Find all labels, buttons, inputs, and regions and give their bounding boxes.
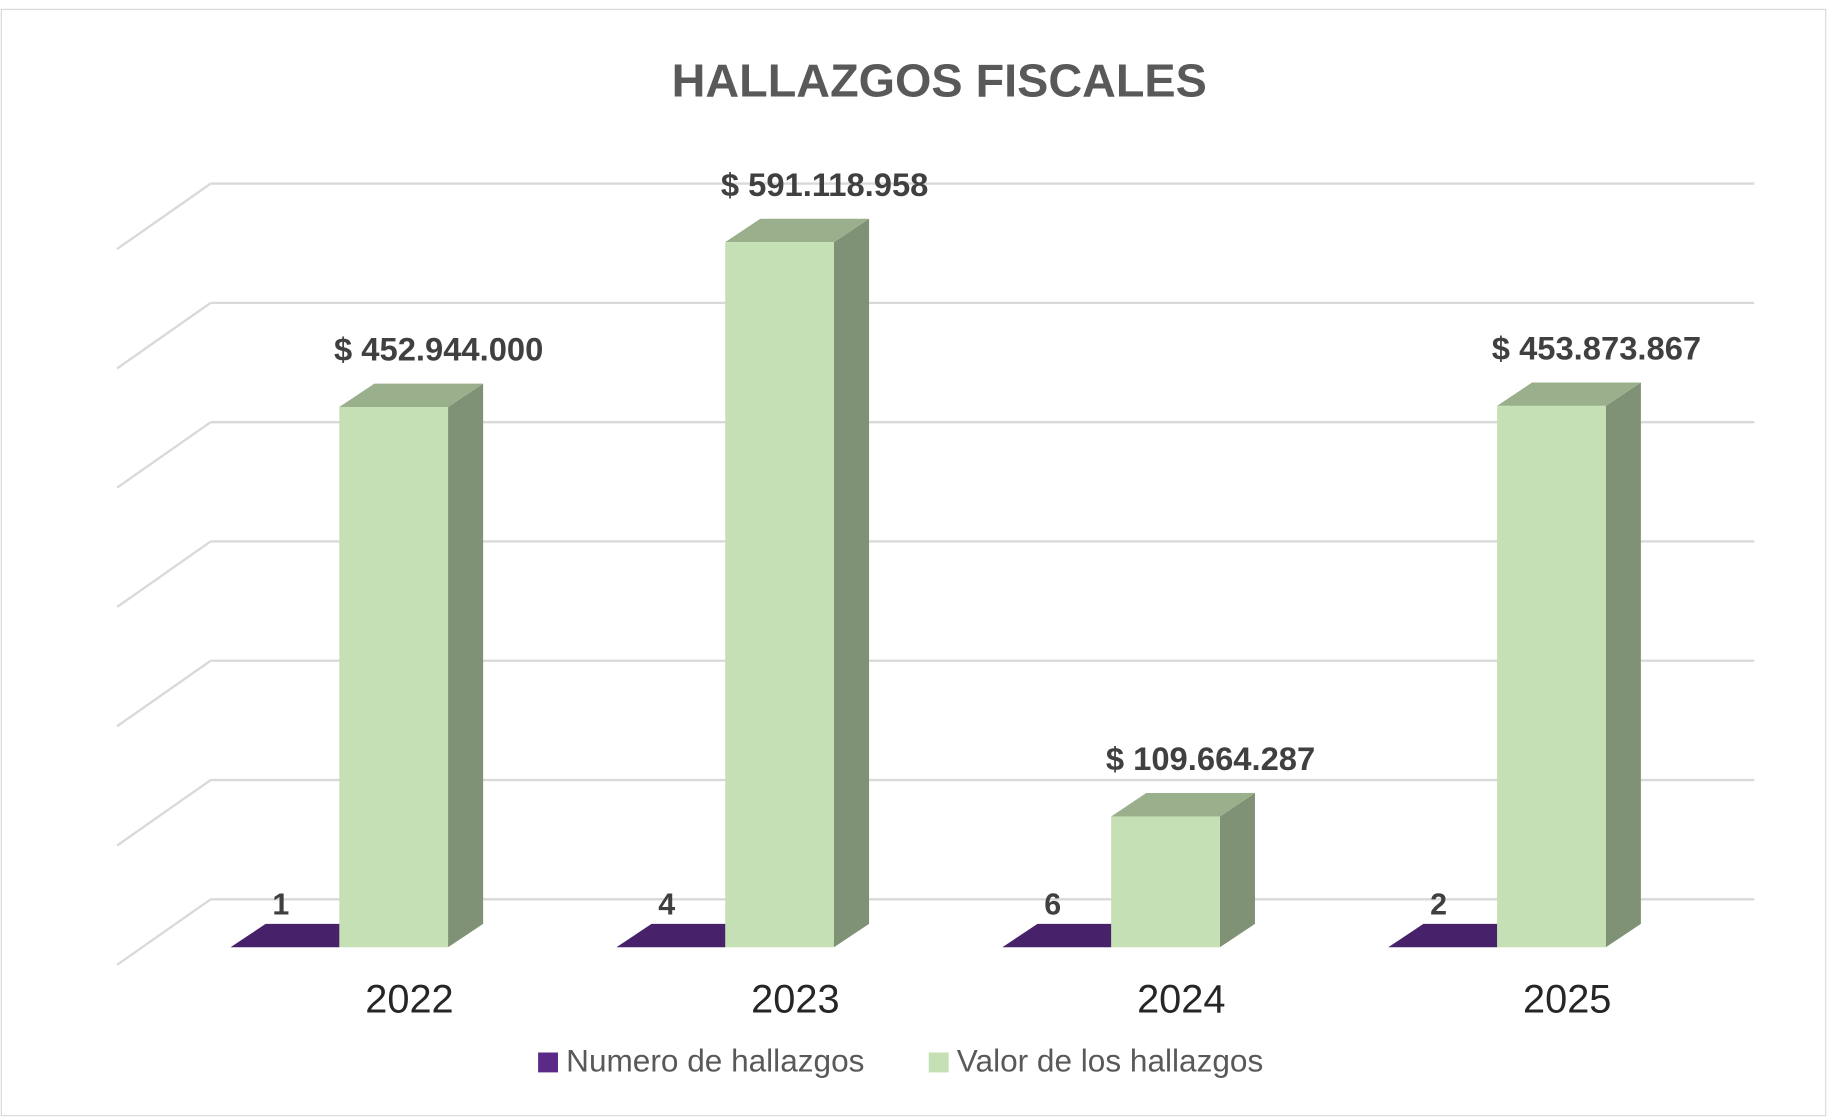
bar-side [448,383,484,948]
legend-swatch [928,1052,949,1073]
data-label: 4 [658,887,675,921]
data-label: 6 [1044,887,1061,921]
data-label: $ 452.944.000 [334,331,543,368]
grid-line-wall [116,421,212,489]
bar-top [1111,793,1255,817]
bar-front [725,242,834,948]
grid-line-wall [116,301,212,370]
bar-front [1111,816,1220,948]
bar [339,383,484,948]
bar-top [1497,382,1641,406]
x-tick-label: 2023 [751,978,839,1022]
grid-line-wall [116,540,212,608]
data-label: 2 [1430,887,1447,921]
bar [1111,793,1255,948]
grid-line-wall [116,898,212,966]
bar-top [1002,923,1147,948]
x-tick-label: 2025 [1523,978,1611,1022]
bar-top [230,923,375,948]
bar-front [339,406,449,948]
bar-top [339,383,484,407]
bar [1002,923,1147,948]
data-label: $ 453.873.867 [1492,330,1701,367]
bar [230,923,375,948]
grid-line-wall [116,182,212,251]
bar-top [725,218,870,243]
legend-swatch [538,1052,558,1073]
bar-front [1497,405,1606,948]
chart-title: HALLAZGOS FISCALES [672,55,1207,107]
bar [1497,382,1641,948]
bar-top [616,923,761,948]
bar-top [1388,923,1533,948]
bar-side [1605,382,1641,948]
legend-label: Valor de los hallazgos [957,1042,1263,1078]
bar-side [833,218,870,948]
grid-line-wall [116,779,212,847]
bar [1388,923,1533,948]
data-label: $ 109.664.287 [1106,740,1315,777]
data-label: $ 591.118.958 [721,166,929,203]
data-label: 1 [272,887,289,921]
x-tick-label: 2022 [365,978,453,1022]
bar-side [1219,793,1255,948]
x-tick-label: 2024 [1137,978,1225,1022]
bar [616,923,761,948]
bar [725,218,870,948]
grid-line-wall [116,659,212,728]
legend-label: Numero de hallazgos [566,1042,864,1078]
